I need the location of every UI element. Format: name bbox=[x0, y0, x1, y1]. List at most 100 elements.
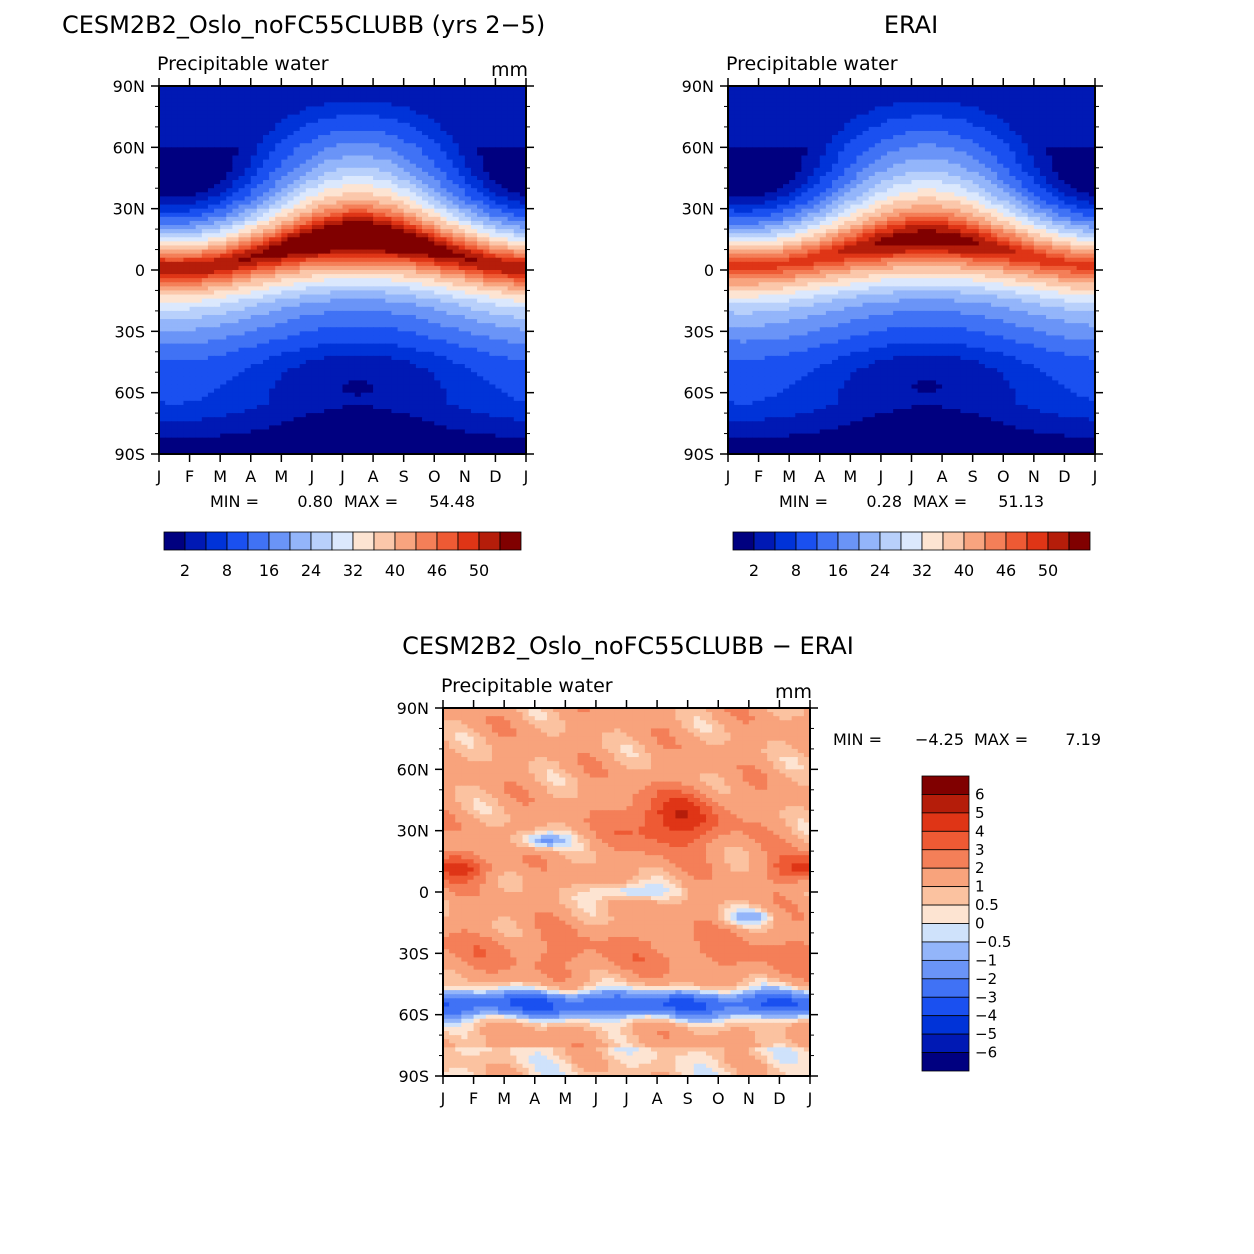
colorbar-label: 8 bbox=[791, 561, 801, 580]
colorbar-label: −5 bbox=[975, 1025, 997, 1043]
colorbar-swatch bbox=[922, 868, 969, 886]
subtitle: Precipitable water bbox=[441, 675, 613, 697]
y-tick-label: 60N bbox=[682, 138, 714, 157]
y-tick-label: 60N bbox=[113, 138, 145, 157]
x-tick-label: M bbox=[213, 467, 227, 486]
x-tick-label: M bbox=[558, 1089, 572, 1108]
panel-2-title: ERAI bbox=[884, 11, 938, 39]
colorbar-swatch bbox=[922, 1034, 969, 1052]
y-tick-label: 90N bbox=[682, 77, 714, 96]
x-tick-label: J bbox=[878, 467, 884, 486]
figure: CESM2B2_Oslo_noFC55CLUBB (yrs 2−5) 90N 60N… bbox=[0, 0, 1254, 1254]
colorbar-swatch bbox=[922, 776, 969, 794]
min-value: 0.80 bbox=[297, 492, 333, 511]
x-tick-label: N bbox=[459, 467, 471, 486]
colorbar-swatch bbox=[859, 532, 880, 550]
x-tick-label: D bbox=[489, 467, 501, 486]
colorbar-swatch bbox=[395, 532, 416, 550]
colorbar-label: 16 bbox=[828, 561, 848, 580]
colorbar-swatch bbox=[290, 532, 311, 550]
min-value: 0.28 bbox=[866, 492, 902, 511]
panel-1-title: CESM2B2_Oslo_noFC55CLUBB (yrs 2−5) bbox=[62, 11, 545, 39]
y-tick-label: 90S bbox=[683, 445, 714, 464]
x-tick-label: D bbox=[773, 1089, 785, 1108]
colorbar-swatch bbox=[922, 813, 969, 831]
colorbar-swatch bbox=[796, 532, 817, 550]
contour-field bbox=[159, 86, 527, 455]
colorbar-1: 2 8 16 24 32 40 46 50 bbox=[164, 532, 521, 580]
x-tick-label: A bbox=[652, 1089, 663, 1108]
colorbar-swatch bbox=[479, 532, 500, 550]
y-tick-label: 0 bbox=[704, 261, 714, 280]
y-tick-label: 90N bbox=[397, 699, 429, 718]
y-tick-label: 30N bbox=[397, 822, 429, 841]
subtitle: Precipitable water bbox=[157, 53, 329, 75]
colorbar-label: 32 bbox=[912, 561, 932, 580]
max-value: 7.19 bbox=[1065, 730, 1101, 749]
units-label: mm bbox=[491, 59, 528, 81]
max-label: MAX = bbox=[974, 730, 1028, 749]
x-tick-label: N bbox=[1028, 467, 1040, 486]
colorbar-label: 0.5 bbox=[975, 896, 999, 914]
colorbar-swatch bbox=[416, 532, 437, 550]
x-tick-label: F bbox=[754, 467, 763, 486]
max-value: 51.13 bbox=[998, 492, 1044, 511]
x-tick-label: O bbox=[428, 467, 441, 486]
colorbar-swatch bbox=[922, 905, 969, 923]
colorbar-swatch bbox=[943, 532, 964, 550]
max-label: MAX = bbox=[344, 492, 398, 511]
colorbar-swatch bbox=[733, 532, 754, 550]
colorbar-label: 46 bbox=[427, 561, 447, 580]
colorbar-swatch bbox=[164, 532, 185, 550]
colorbar-swatch bbox=[922, 960, 969, 978]
colorbar-swatch bbox=[922, 997, 969, 1015]
x-tick-label: M bbox=[843, 467, 857, 486]
x-tick-label: A bbox=[245, 467, 256, 486]
colorbar-label: 2 bbox=[975, 859, 985, 877]
colorbar-swatch bbox=[964, 532, 985, 550]
x-tick-label: M bbox=[782, 467, 796, 486]
x-tick-label: J bbox=[523, 467, 529, 486]
y-tick-label: 60S bbox=[683, 384, 714, 403]
colorbar-label: 24 bbox=[870, 561, 890, 580]
x-tick-label: J bbox=[807, 1089, 813, 1108]
colorbar-label: 40 bbox=[385, 561, 405, 580]
colorbar-label: 50 bbox=[1038, 561, 1058, 580]
colorbar-swatch bbox=[922, 942, 969, 960]
colorbar-swatch bbox=[1027, 532, 1048, 550]
x-tick-label: O bbox=[997, 467, 1010, 486]
x-tick-label: A bbox=[937, 467, 948, 486]
colorbar-label: 5 bbox=[975, 804, 985, 822]
colorbar-swatch bbox=[437, 532, 458, 550]
colorbar-swatch bbox=[922, 794, 969, 812]
colorbar-swatch bbox=[227, 532, 248, 550]
x-tick-label: S bbox=[399, 467, 409, 486]
y-tick-label: 90N bbox=[113, 77, 145, 96]
max-label: MAX = bbox=[913, 492, 967, 511]
x-tick-label: N bbox=[743, 1089, 755, 1108]
colorbar-swatch bbox=[1048, 532, 1069, 550]
colorbar-label: 46 bbox=[996, 561, 1016, 580]
colorbar-label: 0 bbox=[975, 915, 985, 933]
colorbar-label: −3 bbox=[975, 988, 997, 1006]
y-tick-label: 60S bbox=[114, 384, 145, 403]
colorbar-swatch bbox=[353, 532, 374, 550]
y-tick-label: 30N bbox=[682, 200, 714, 219]
colorbar-swatch bbox=[922, 532, 943, 550]
colorbar-swatch bbox=[922, 850, 969, 868]
colorbar-swatch bbox=[332, 532, 353, 550]
colorbar-label: 2 bbox=[180, 561, 190, 580]
colorbar-swatch bbox=[775, 532, 796, 550]
colorbar-swatch bbox=[922, 924, 969, 942]
colorbar-swatch bbox=[901, 532, 922, 550]
x-tick-label: O bbox=[712, 1089, 725, 1108]
panel-3-title: CESM2B2_Oslo_noFC55CLUBB − ERAI bbox=[402, 632, 854, 660]
colorbar-label: 8 bbox=[222, 561, 232, 580]
colorbar-swatch bbox=[922, 831, 969, 849]
x-tick-label: J bbox=[725, 467, 731, 486]
x-tick-label: F bbox=[469, 1089, 478, 1108]
